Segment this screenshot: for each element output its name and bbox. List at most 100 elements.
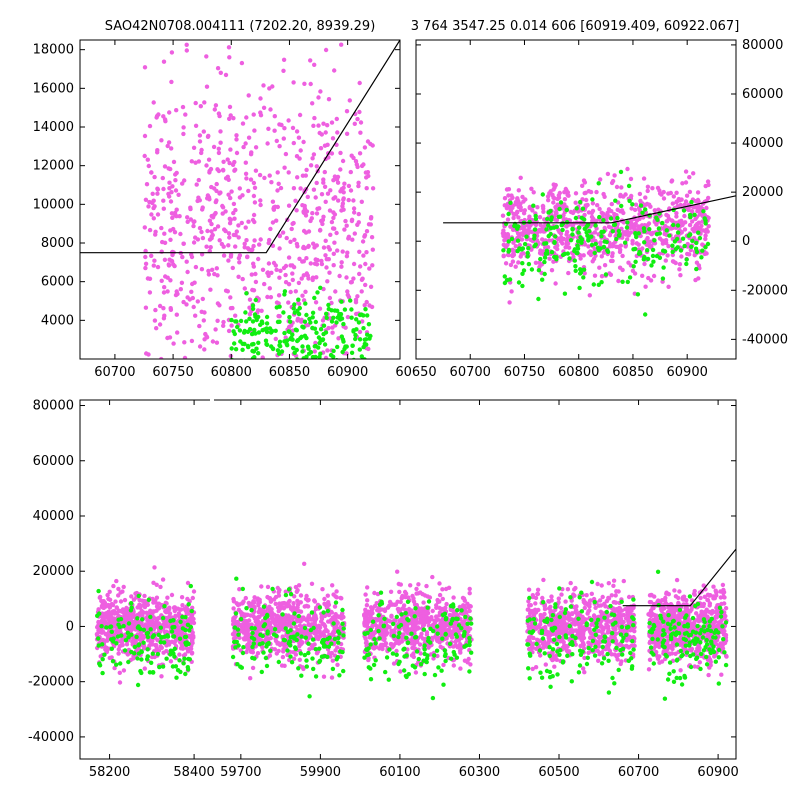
data-point-magenta [590,238,595,243]
data-point-magenta [312,115,317,121]
data-point-magenta [559,235,564,240]
data-point-magenta [440,587,445,592]
data-point-magenta [246,622,251,627]
data-point-magenta [610,253,615,259]
data-point-magenta [527,646,532,652]
data-point-green [545,216,550,222]
data-point-magenta [537,215,543,220]
data-point-magenta [101,599,106,604]
data-point-magenta [217,191,222,196]
data-point-magenta [586,210,592,215]
data-point-magenta [105,592,110,598]
data-point-magenta [324,265,329,270]
data-point-magenta [304,256,309,261]
data-point-magenta [395,569,400,574]
data-point-magenta [334,177,340,182]
data-point-magenta [566,270,571,276]
data-point-magenta [353,159,359,164]
data-point-magenta [284,622,289,627]
data-point-magenta [538,653,543,658]
data-point-magenta [699,223,704,229]
data-point-magenta [197,225,203,231]
data-point-magenta [277,246,282,251]
data-point-magenta [167,194,172,199]
data-point-magenta [343,325,348,330]
data-point-magenta [501,242,506,247]
data-point-magenta [630,238,635,244]
data-point-green [667,233,672,238]
data-point-magenta [159,138,164,143]
data-point-magenta [250,217,256,223]
data-point-magenta [507,300,512,305]
data-point-magenta [606,207,612,212]
data-point-magenta [301,666,306,672]
data-point-magenta [296,280,302,286]
data-point-magenta [641,176,647,181]
data-point-green [506,247,512,253]
data-point-magenta [292,594,297,599]
data-point-green [619,203,624,209]
data-point-magenta [245,612,250,617]
data-point-magenta [595,203,600,208]
data-point-green [289,335,294,340]
data-point-magenta [519,237,525,242]
data-point-magenta [338,189,343,194]
panel-top-right: 60650 60700 60750 60800 60850 60900-40000-200… [395,38,788,380]
data-point-magenta [553,281,558,286]
data-point-green [557,206,562,212]
data-point-magenta [441,625,447,630]
data-point-magenta [398,618,404,623]
data-point-magenta [200,296,205,302]
data-point-green [277,343,282,348]
data-point-magenta [157,303,163,309]
data-point-green [572,247,578,252]
data-point-magenta [361,162,366,167]
data-point-magenta [301,244,306,250]
data-point-magenta [333,289,338,294]
data-point-magenta [177,652,182,657]
data-point-magenta [370,186,376,191]
data-point-green [229,357,234,359]
data-point-green [662,249,668,254]
data-point-green [277,339,283,344]
data-point-magenta [640,273,645,278]
data-point-magenta [368,216,374,221]
data-point-magenta [161,59,167,64]
data-point-magenta [352,231,357,236]
data-point-magenta [155,186,160,191]
data-point-magenta [228,295,233,300]
data-point-magenta [246,135,252,140]
data-point-green [577,285,582,291]
data-point-magenta [258,621,264,626]
data-point-magenta [467,586,472,592]
data-point-magenta [617,611,622,616]
data-point-magenta [234,137,239,142]
data-point-magenta [171,159,177,165]
data-point-magenta [529,643,535,649]
data-point-magenta [297,644,302,649]
data-point-magenta [545,245,551,250]
data-point-magenta [678,273,683,278]
data-point-magenta [581,253,586,258]
data-point-green [521,268,527,273]
data-point-magenta [257,614,262,620]
data-point-magenta [245,643,250,648]
data-point-magenta [559,605,564,611]
data-point-magenta [661,189,666,195]
data-point-magenta [363,282,368,288]
data-point-green [527,219,532,225]
data-point-magenta [584,197,589,203]
data-point-magenta [342,438,346,442]
data-point-magenta [153,642,158,648]
data-point-magenta [177,214,182,219]
data-point-magenta [369,235,375,240]
data-point-magenta [670,218,675,224]
data-point-magenta [112,665,117,671]
data-point-magenta [666,284,671,289]
data-point-magenta [315,421,319,425]
data-point-magenta [704,205,709,211]
data-point-magenta [599,583,604,588]
data-point-green [259,319,265,324]
data-point-magenta [322,596,327,602]
data-point-magenta [239,60,245,66]
